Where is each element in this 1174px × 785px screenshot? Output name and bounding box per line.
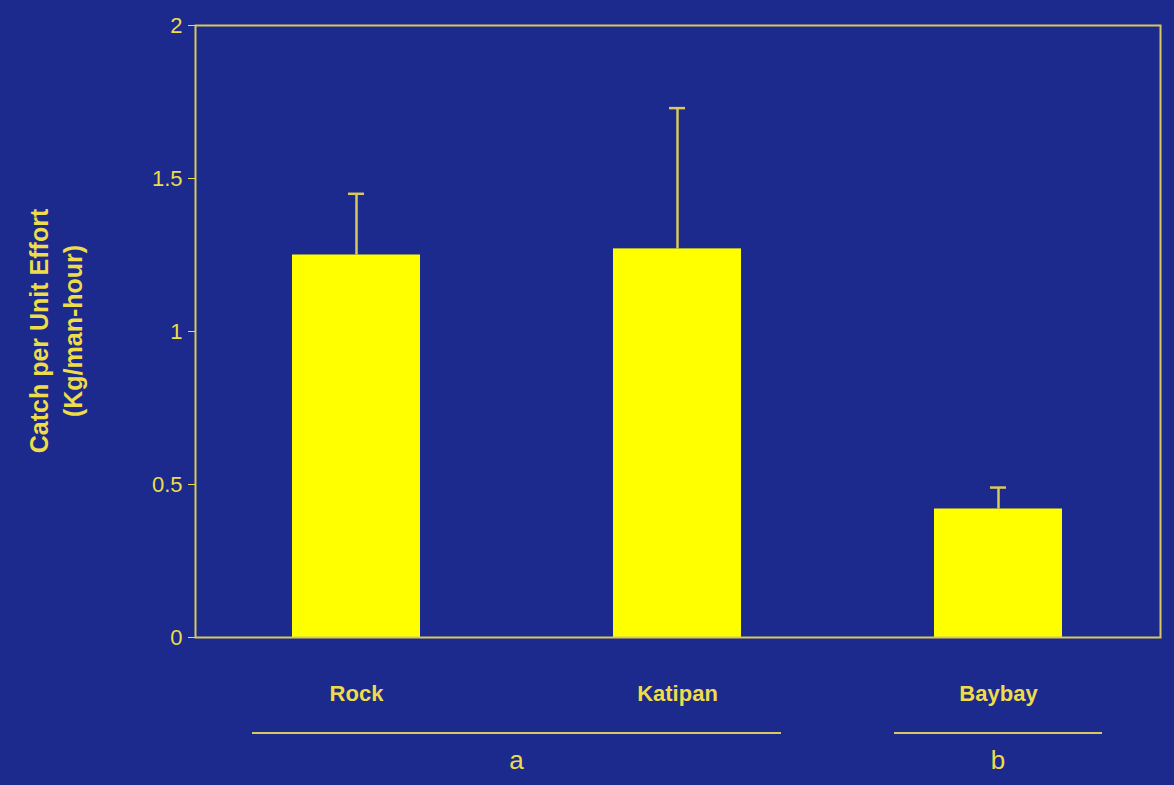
svg-text:Baybay: Baybay: [959, 681, 1038, 706]
svg-text:0.5: 0.5: [152, 472, 183, 497]
svg-text:Rock: Rock: [330, 681, 385, 706]
svg-text:b: b: [991, 745, 1005, 775]
svg-text:2: 2: [170, 13, 182, 38]
svg-text:a: a: [509, 745, 524, 775]
svg-text:1: 1: [170, 319, 182, 344]
svg-text:0: 0: [170, 625, 182, 650]
svg-text:1.5: 1.5: [152, 166, 183, 191]
svg-text:Katipan: Katipan: [637, 681, 718, 706]
svg-text:Catch per Unit Effort(Kg/man-h: Catch per Unit Effort(Kg/man-hour): [25, 208, 87, 453]
